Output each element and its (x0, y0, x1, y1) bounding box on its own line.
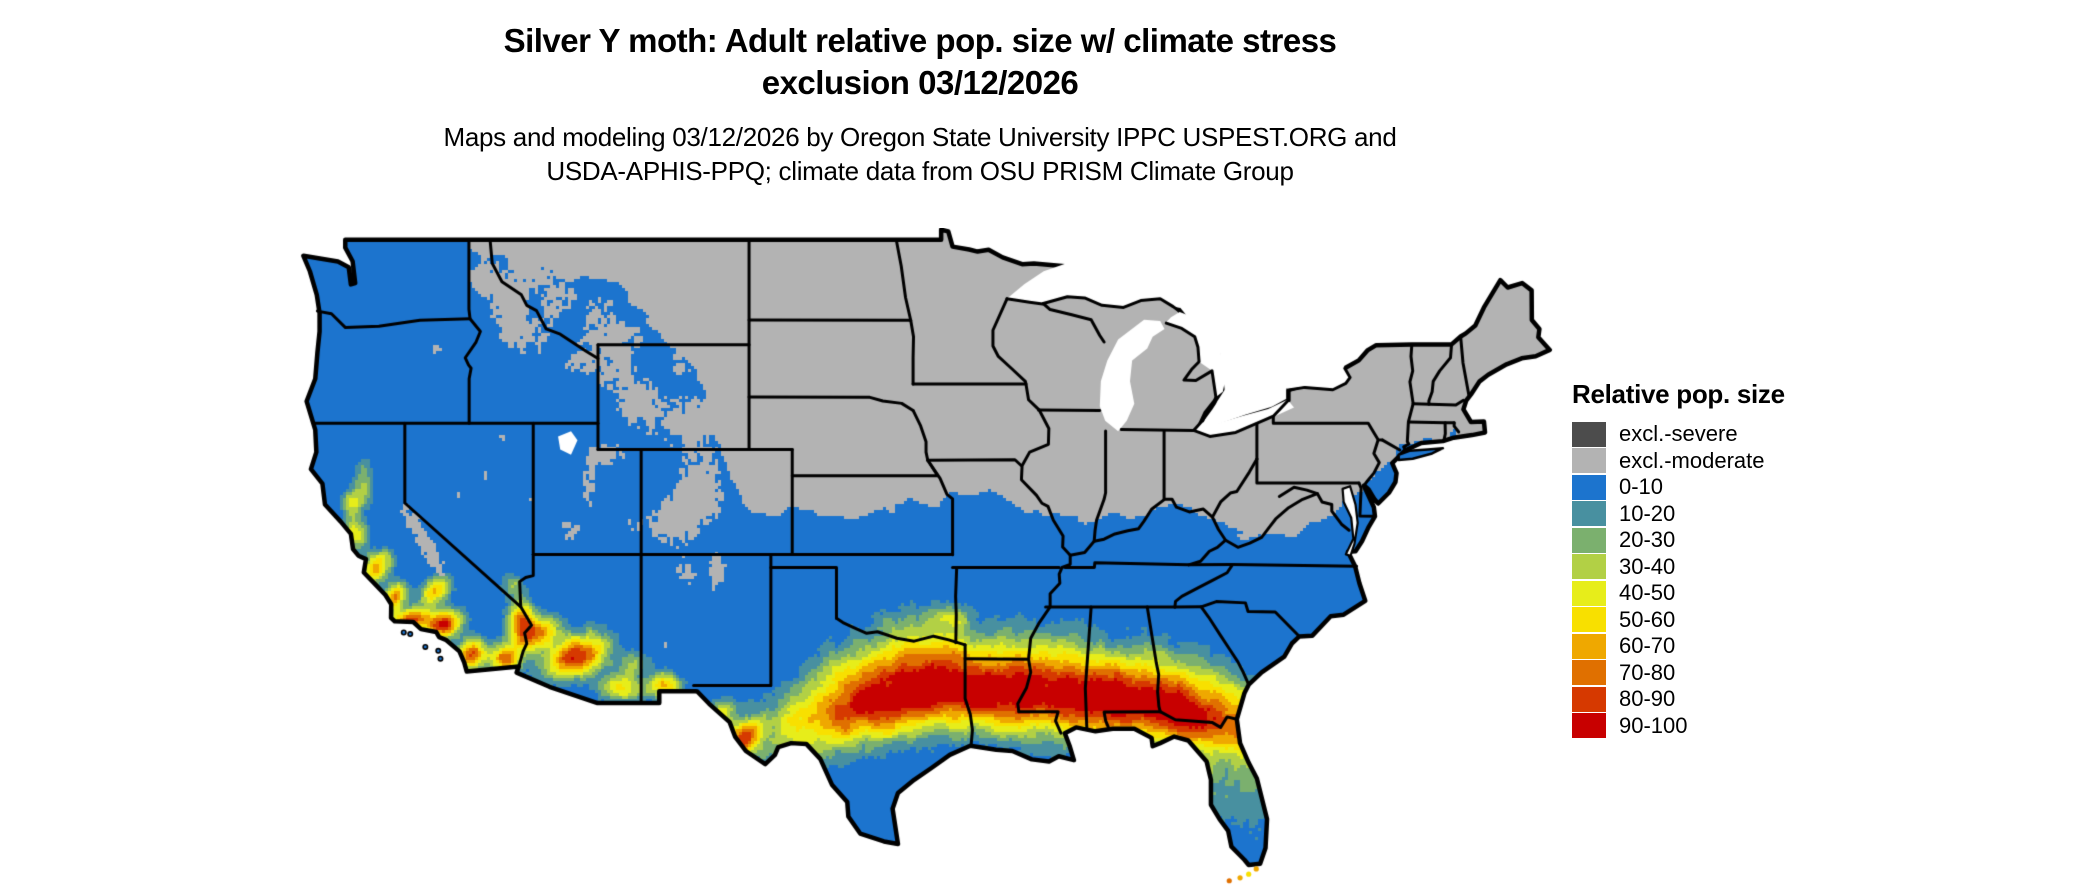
legend-swatch (1572, 580, 1606, 606)
legend-label: 20-30 (1619, 527, 1676, 553)
legend-item: 20-30 (1572, 527, 1785, 554)
map-subtitle: Maps and modeling 03/12/2026 by Oregon S… (0, 120, 1840, 188)
legend-swatch (1572, 421, 1606, 447)
legend-label: 60-70 (1619, 633, 1676, 659)
legend-item: excl.-severe (1572, 421, 1785, 448)
legend-item: 40-50 (1572, 580, 1785, 607)
legend-swatch (1572, 686, 1606, 712)
legend-label: excl.-severe (1619, 421, 1738, 447)
legend-item: 0-10 (1572, 474, 1785, 501)
legend-label: 10-20 (1619, 500, 1676, 526)
legend-title: Relative pop. size (1572, 379, 1785, 409)
legend-item: excl.-moderate (1572, 448, 1785, 475)
legend-items: excl.-severe excl.-moderate 0-10 10-20 20-30… (1572, 421, 1785, 739)
legend-label: 40-50 (1619, 580, 1676, 606)
legend-label: excl.-moderate (1619, 447, 1765, 473)
legend-swatch (1572, 713, 1606, 739)
legend-swatch (1572, 474, 1606, 500)
title-line-2: exclusion 03/12/2026 (761, 64, 1079, 101)
legend-swatch (1572, 554, 1606, 580)
legend-swatch (1572, 448, 1606, 474)
legend-label: 90-100 (1619, 712, 1688, 738)
legend-item: 50-60 (1572, 607, 1785, 634)
legend-swatch (1572, 660, 1606, 686)
legend-label: 50-60 (1619, 606, 1676, 632)
legend-swatch (1572, 501, 1606, 527)
legend-label: 80-90 (1619, 686, 1676, 712)
map-title: Silver Y moth: Adult relative pop. size … (0, 20, 1840, 104)
legend-item: 30-40 (1572, 554, 1785, 581)
legend-label: 30-40 (1619, 553, 1676, 579)
legend-label: 0-10 (1619, 474, 1664, 500)
us-map-canvas (298, 228, 1553, 886)
legend-item: 90-100 (1572, 713, 1785, 740)
legend-label: 70-80 (1619, 659, 1676, 685)
legend-item: 60-70 (1572, 633, 1785, 660)
subtitle-line-2: USDA-APHIS-PPQ; climate data from OSU PR… (546, 156, 1294, 186)
legend-item: 10-20 (1572, 501, 1785, 528)
legend-item: 70-80 (1572, 660, 1785, 687)
legend-swatch (1572, 633, 1606, 659)
legend-swatch (1572, 607, 1606, 633)
title-line-1: Silver Y moth: Adult relative pop. size … (503, 22, 1337, 59)
legend-swatch (1572, 527, 1606, 553)
legend-item: 80-90 (1572, 686, 1785, 713)
subtitle-line-1: Maps and modeling 03/12/2026 by Oregon S… (443, 122, 1397, 152)
legend: Relative pop. size excl.-severe excl.-mod… (1572, 379, 1785, 739)
